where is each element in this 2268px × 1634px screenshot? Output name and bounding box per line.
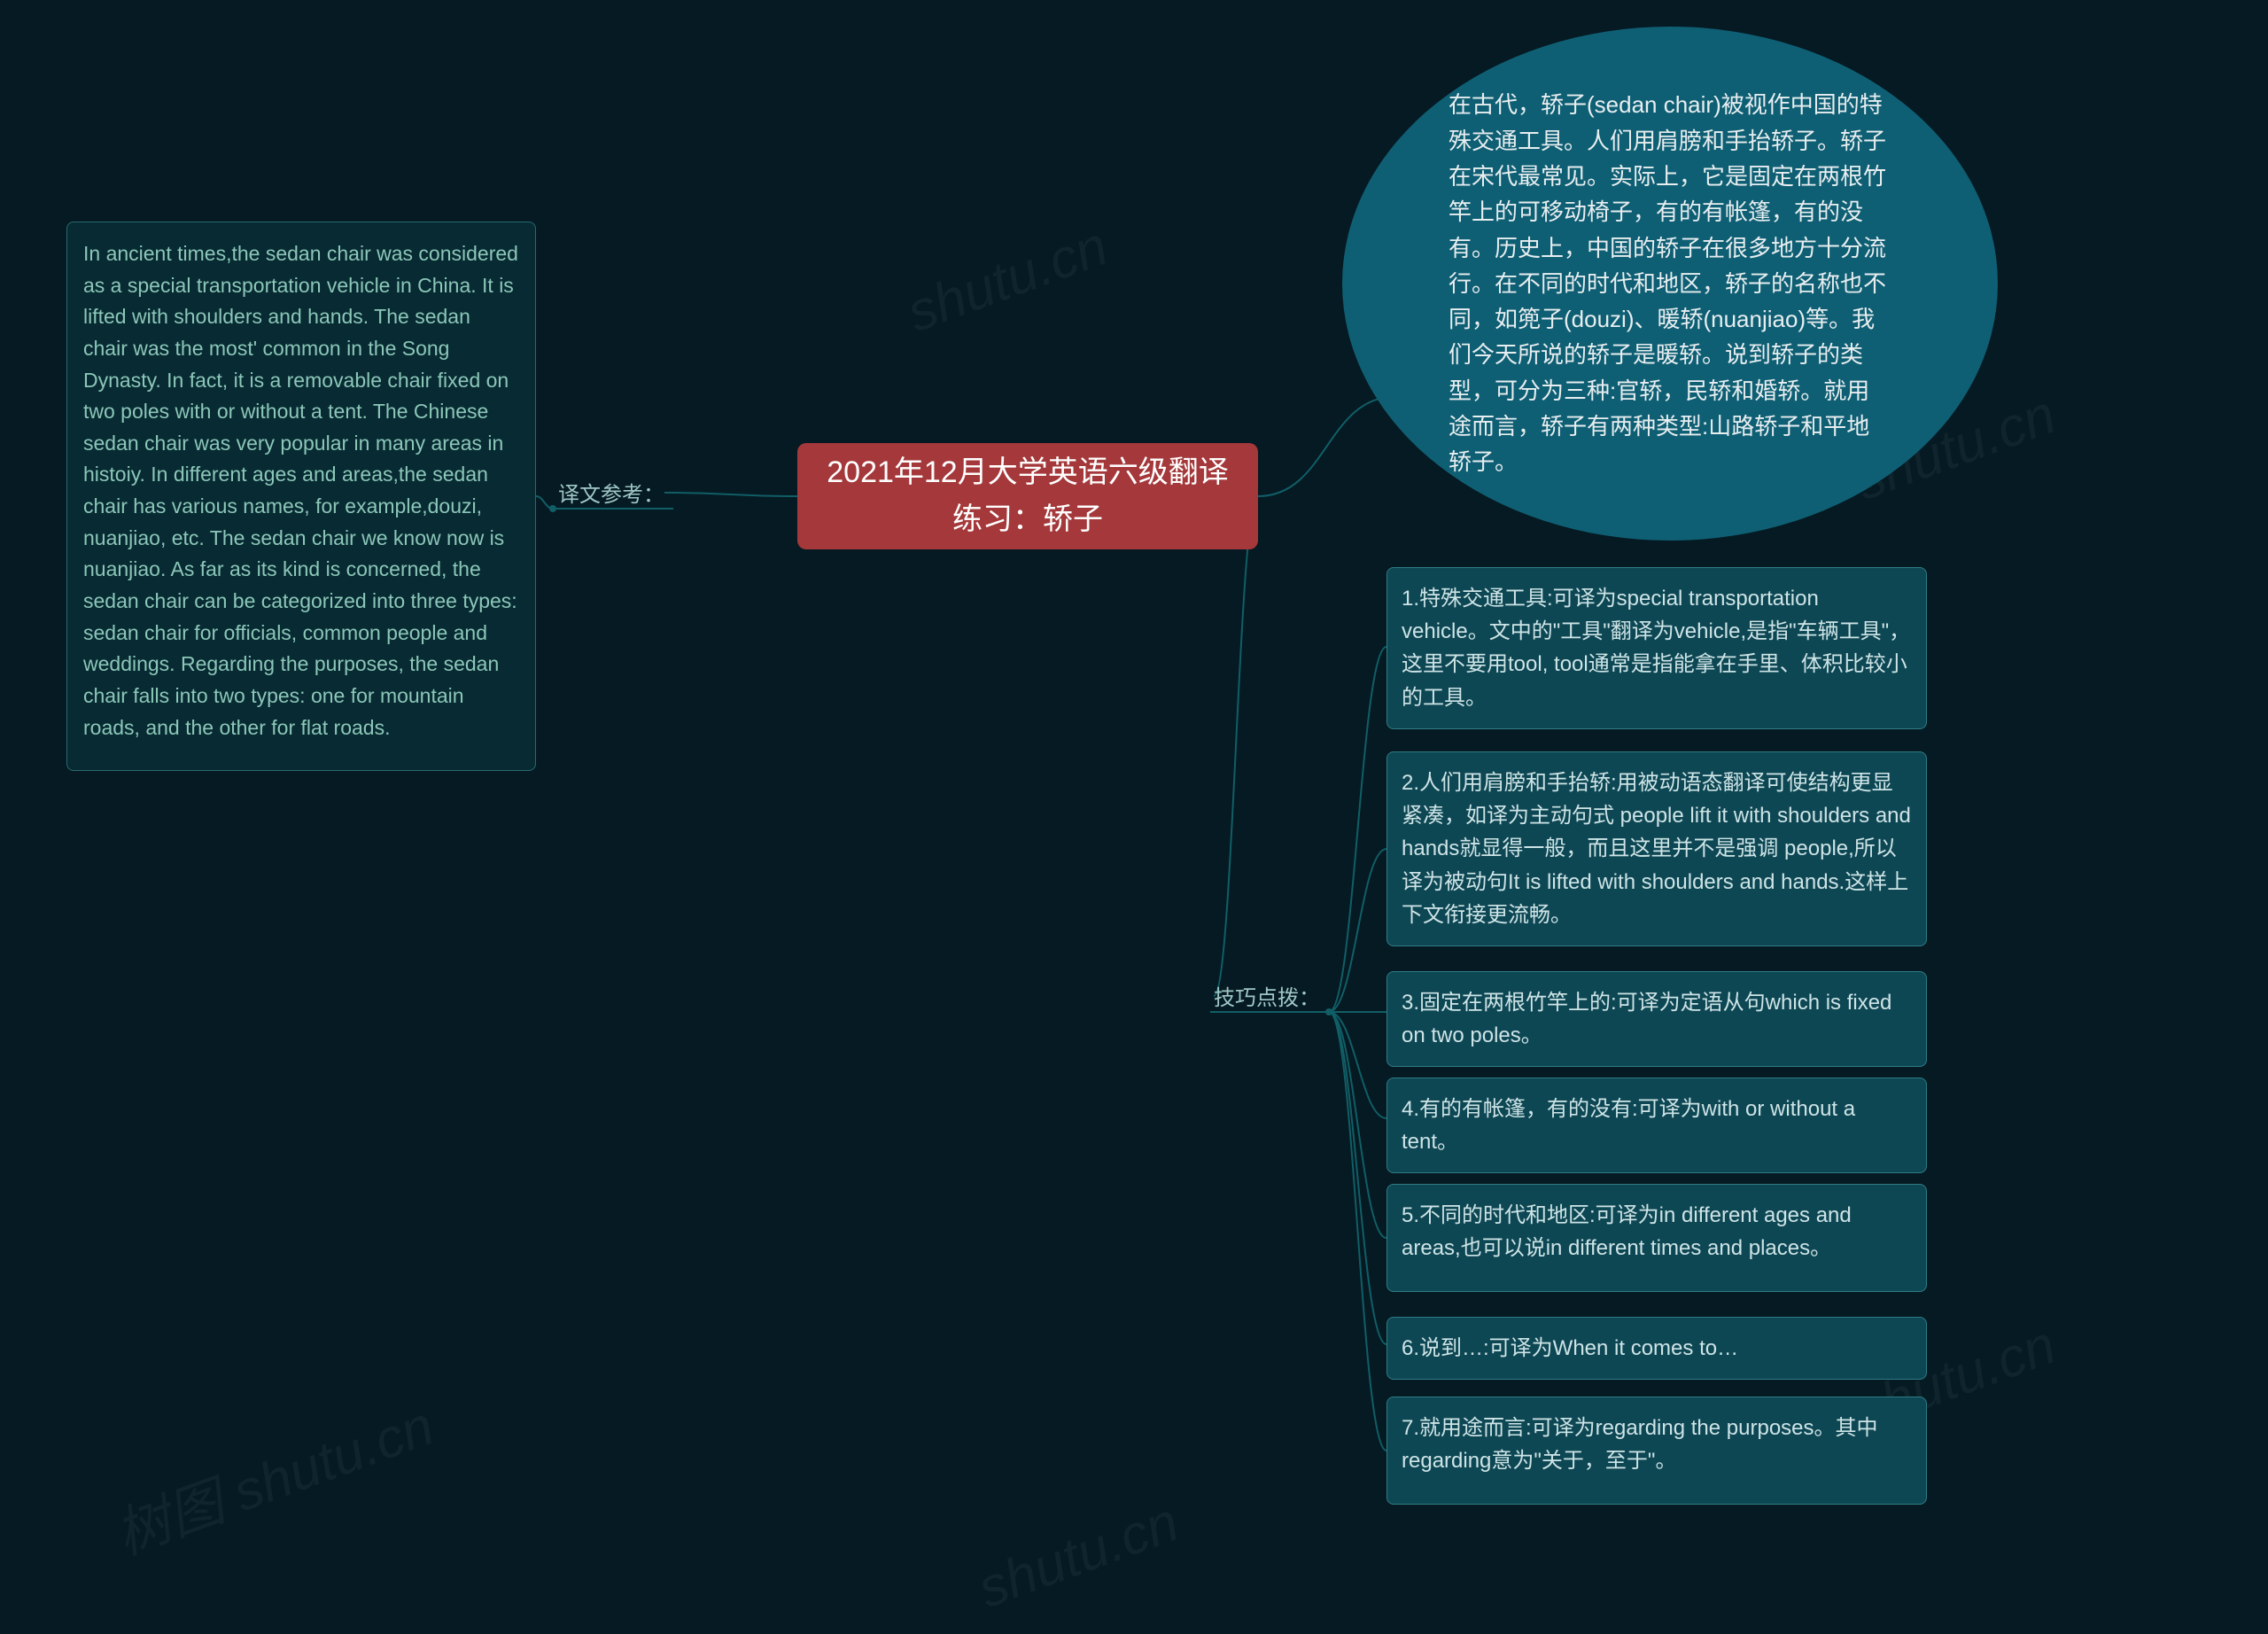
watermark: shutu.cn [899, 214, 1116, 345]
tip-text: 7.就用途而言:可译为regarding the purposes。其中rega… [1402, 1412, 1912, 1477]
tip-node[interactable]: 1.特殊交通工具:可译为special transportation vehic… [1386, 567, 1927, 729]
tip-node[interactable]: 7.就用途而言:可译为regarding the purposes。其中rega… [1386, 1397, 1927, 1505]
mindmap-canvas: 树图 shutu.cn shutu.cn shutu.cn shutu.cn s… [0, 0, 2268, 1634]
tip-text: 5.不同的时代和地区:可译为in different ages and area… [1402, 1199, 1912, 1264]
branch-label-reference[interactable]: 译文参考： [558, 479, 664, 511]
tip-text: 1.特殊交通工具:可译为special transportation vehic… [1402, 582, 1912, 714]
tip-node[interactable]: 4.有的有帐篷，有的没有:可译为with or without a tent。 [1386, 1078, 1927, 1173]
watermark: 树图 shutu.cn [103, 1381, 443, 1569]
branch-label-tips[interactable]: 技巧点拨： [1214, 982, 1320, 1015]
source-text-content: 在古代，轿子(sedan chair)被视作中国的特殊交通工具。人们用肩膀和手抬… [1449, 87, 1891, 479]
tip-text: 2.人们用肩膀和手抬轿:用被动语态翻译可使结构更显紧凑，如译为主动句式 peop… [1402, 766, 1912, 931]
root-node[interactable]: 2021年12月大学英语六级翻译练习：轿子 [797, 443, 1258, 549]
tip-node[interactable]: 6.说到…:可译为When it comes to… [1386, 1317, 1927, 1380]
tip-node[interactable]: 3.固定在两根竹竿上的:可译为定语从句which is fixed on two… [1386, 971, 1927, 1067]
watermark: shutu.cn [970, 1490, 1187, 1621]
tip-node[interactable]: 5.不同的时代和地区:可译为in different ages and area… [1386, 1184, 1927, 1292]
reference-translation-node[interactable]: In ancient times,the sedan chair was con… [66, 222, 536, 771]
tip-text: 3.固定在两根竹竿上的:可译为定语从句which is fixed on two… [1402, 986, 1912, 1052]
root-node-text: 2021年12月大学英语六级翻译练习：轿子 [824, 449, 1231, 542]
tip-text: 6.说到…:可译为When it comes to… [1402, 1332, 1912, 1365]
reference-translation-text: In ancient times,the sedan chair was con… [83, 238, 519, 743]
source-text-node[interactable]: 在古代，轿子(sedan chair)被视作中国的特殊交通工具。人们用肩膀和手抬… [1342, 27, 1998, 541]
tip-node[interactable]: 2.人们用肩膀和手抬轿:用被动语态翻译可使结构更显紧凑，如译为主动句式 peop… [1386, 751, 1927, 946]
tip-text: 4.有的有帐篷，有的没有:可译为with or without a tent。 [1402, 1093, 1912, 1158]
